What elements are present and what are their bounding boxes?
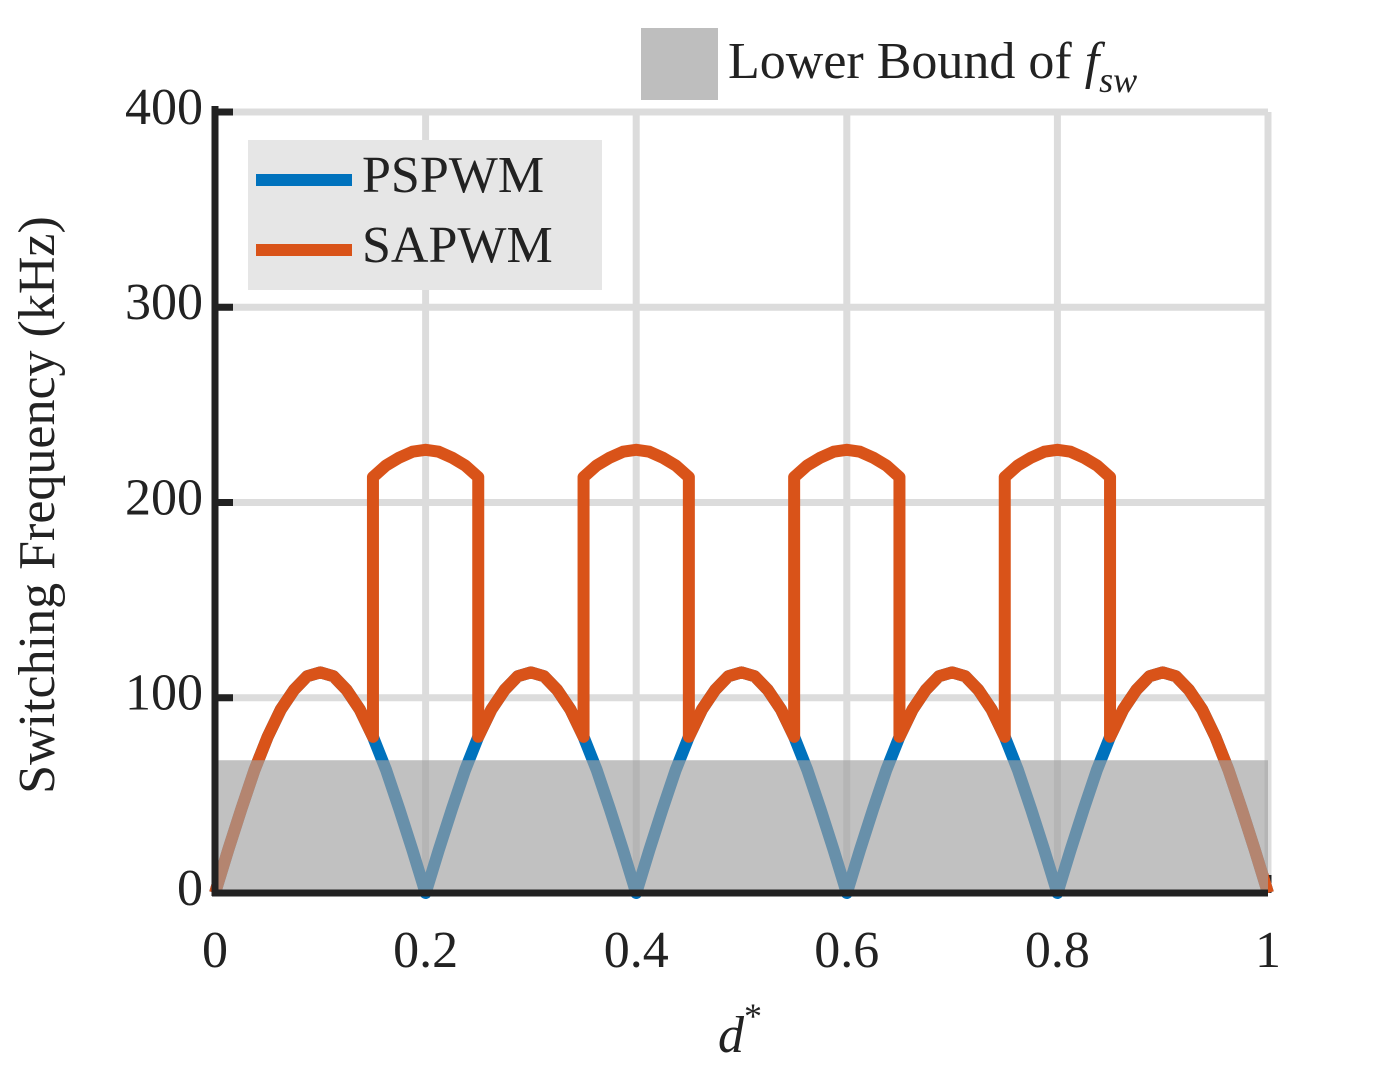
legend-label: SAPWM: [362, 217, 553, 274]
y-tick-label: 100: [125, 665, 203, 722]
y-tick-label: 200: [125, 469, 203, 526]
series-line: [209, 443, 1274, 895]
x-label-superscript: *: [744, 996, 762, 1036]
y-tick-label: 0: [177, 860, 203, 917]
x-tick-label: 0.4: [604, 922, 669, 979]
x-tick-label: 0.6: [814, 922, 879, 979]
legend-box: [248, 140, 602, 290]
x-tick-label: 0.8: [1025, 922, 1090, 979]
plot-area: 0 100 200 300 400 0 0.2 0.4 0.6 0.8 1 PSPWM SAPWM: [125, 79, 1281, 979]
x-label-symbol: d: [718, 1007, 745, 1064]
y-axis-label: Switching Frequency (kHz): [9, 216, 66, 794]
shaded-legend-label: Lower Bound of fsw: [728, 33, 1137, 100]
shaded-subscript: sw: [1099, 60, 1137, 100]
x-tick-label: 0.2: [393, 922, 458, 979]
shaded-label: Lower Bound of: [728, 33, 1072, 90]
x-tick-label: 1: [1255, 922, 1281, 979]
x-tick-label: 0: [202, 922, 228, 979]
y-tick-label: 400: [125, 79, 203, 136]
legend-label: PSPWM: [362, 147, 544, 204]
x-axis-label: d*: [718, 996, 762, 1064]
shaded-legend-patch: [641, 28, 718, 100]
shaded-region: [215, 760, 1268, 893]
y-tick-label: 300: [125, 274, 203, 331]
